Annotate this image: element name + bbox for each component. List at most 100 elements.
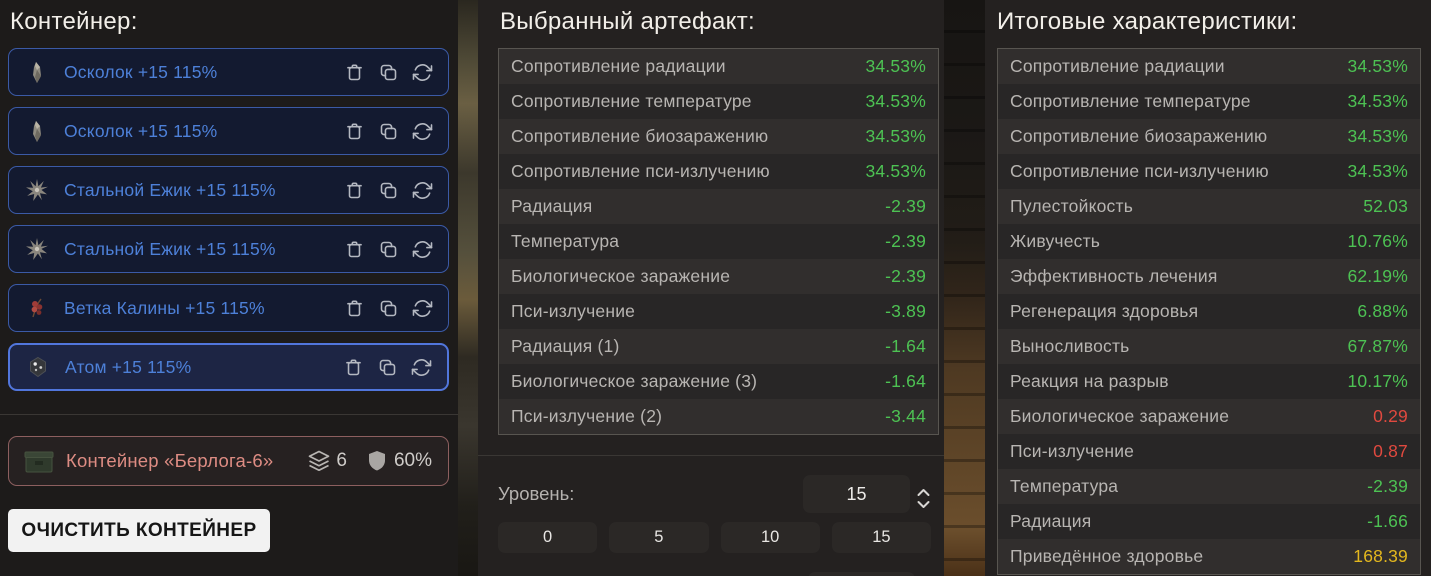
stat-value: 10.17% bbox=[1347, 371, 1408, 391]
chevron-down-icon[interactable] bbox=[917, 496, 930, 508]
copy-icon[interactable] bbox=[378, 239, 399, 260]
artifact-item-shard-1[interactable]: Осколок +15 115% bbox=[8, 48, 449, 96]
stat-row: Сопротивление радиации 34.53% bbox=[998, 49, 1420, 84]
container-title: Контейнер: bbox=[10, 8, 138, 35]
stat-label: Радиация bbox=[1010, 511, 1092, 531]
stat-row: Температура -2.39 bbox=[998, 469, 1420, 504]
trash-icon[interactable] bbox=[344, 121, 365, 142]
stat-row: Радиация -1.66 bbox=[998, 504, 1420, 539]
branch-icon bbox=[9, 296, 64, 320]
clipped-input[interactable] bbox=[808, 572, 915, 576]
stat-label: Пси-излучение (2) bbox=[511, 406, 663, 426]
item-actions bbox=[344, 180, 433, 201]
artifact-item-label: Осколок +15 115% bbox=[64, 120, 218, 141]
item-actions bbox=[344, 239, 433, 260]
trash-icon[interactable] bbox=[344, 239, 365, 260]
level-spinner bbox=[917, 484, 930, 508]
stat-label: Биологическое заражение bbox=[511, 266, 731, 286]
stat-label: Сопротивление пси-излучению bbox=[1010, 161, 1269, 181]
copy-icon[interactable] bbox=[378, 62, 399, 83]
stat-row: Радиация -2.39 bbox=[499, 189, 938, 224]
stat-value: -3.89 bbox=[885, 301, 926, 321]
stat-row: Пулестойкость 52.03 bbox=[998, 189, 1420, 224]
refresh-icon[interactable] bbox=[412, 239, 433, 260]
container-panel: Контейнер: Осколок +15 115% Осколок +15 … bbox=[0, 0, 458, 576]
copy-icon[interactable] bbox=[378, 121, 399, 142]
level-input[interactable] bbox=[803, 475, 910, 513]
stat-row: Живучесть 10.76% bbox=[998, 224, 1420, 259]
stat-value: 34.53% bbox=[1347, 126, 1408, 146]
artifact-item-label: Стальной Ежик +15 115% bbox=[64, 238, 276, 259]
stat-value: 67.87% bbox=[1347, 336, 1408, 356]
stat-label: Выносливость bbox=[1010, 336, 1130, 356]
refresh-icon[interactable] bbox=[412, 121, 433, 142]
clear-container-button[interactable]: ОЧИСТИТЬ КОНТЕЙНЕР bbox=[8, 509, 270, 552]
divider bbox=[0, 414, 458, 415]
stat-label: Реакция на разрыв bbox=[1010, 371, 1169, 391]
stat-label: Пси-излучение bbox=[1010, 441, 1135, 461]
container-name: Контейнер «Берлога-6» bbox=[66, 450, 274, 471]
stat-row: Выносливость 67.87% bbox=[998, 329, 1420, 364]
stat-row: Температура -2.39 bbox=[499, 224, 938, 259]
stat-value: 34.53% bbox=[865, 56, 926, 76]
stat-value: 62.19% bbox=[1347, 266, 1408, 286]
stat-value: 6.88% bbox=[1357, 301, 1408, 321]
trash-icon[interactable] bbox=[343, 357, 364, 378]
stat-value: 10.76% bbox=[1347, 231, 1408, 251]
chevron-up-icon[interactable] bbox=[917, 484, 930, 496]
stat-row: Сопротивление пси-излучению 34.53% bbox=[499, 154, 938, 189]
artifact-item-hedgehog-2[interactable]: Стальной Ежик +15 115% bbox=[8, 225, 449, 273]
slots-count: 6 bbox=[336, 450, 347, 471]
refresh-icon[interactable] bbox=[412, 62, 433, 83]
stat-value: -1.64 bbox=[885, 336, 926, 356]
shard-icon bbox=[9, 119, 64, 143]
artifact-list: Осколок +15 115% Осколок +15 115% Стал bbox=[8, 48, 449, 391]
stat-label: Температура bbox=[1010, 476, 1119, 496]
stat-label: Биологическое заражение bbox=[1010, 406, 1230, 426]
stat-row: Пси-излучение (2) -3.44 bbox=[499, 399, 938, 434]
refresh-icon[interactable] bbox=[411, 357, 432, 378]
stat-row: Сопротивление радиации 34.53% bbox=[499, 49, 938, 84]
trash-icon[interactable] bbox=[344, 180, 365, 201]
stat-row: Биологическое заражение (3) -1.64 bbox=[499, 364, 938, 399]
container-summary[interactable]: Контейнер «Берлога-6» 6 60% bbox=[8, 436, 449, 486]
stat-row: Сопротивление биозаражению 34.53% bbox=[998, 119, 1420, 154]
stat-value: -2.39 bbox=[885, 266, 926, 286]
stat-row: Сопротивление пси-излучению 34.53% bbox=[998, 154, 1420, 189]
copy-icon[interactable] bbox=[377, 357, 398, 378]
stat-value: -1.64 bbox=[885, 371, 926, 391]
item-actions bbox=[344, 298, 433, 319]
stat-value: 34.53% bbox=[865, 91, 926, 111]
artifact-item-atom-selected[interactable]: Атом +15 115% bbox=[8, 343, 449, 391]
stat-row: Биологическое заражение 0.29 bbox=[998, 399, 1420, 434]
refresh-icon[interactable] bbox=[412, 180, 433, 201]
copy-icon[interactable] bbox=[378, 180, 399, 201]
selected-artifact-title: Выбранный артефакт: bbox=[500, 8, 755, 35]
stat-row: Реакция на разрыв 10.17% bbox=[998, 364, 1420, 399]
level-quick-15[interactable]: 15 bbox=[831, 522, 931, 553]
level-quick-0[interactable]: 0 bbox=[498, 522, 598, 553]
stat-value: -1.66 bbox=[1367, 511, 1408, 531]
trash-icon[interactable] bbox=[344, 62, 365, 83]
stat-label: Радиация bbox=[511, 196, 593, 216]
stat-label: Биологическое заражение (3) bbox=[511, 371, 758, 391]
stat-row: Сопротивление биозаражению 34.53% bbox=[499, 119, 938, 154]
trash-icon[interactable] bbox=[344, 298, 365, 319]
stat-label: Живучесть bbox=[1010, 231, 1101, 251]
copy-icon[interactable] bbox=[378, 298, 399, 319]
selected-artifact-panel: Выбранный артефакт: Сопротивление радиац… bbox=[478, 0, 944, 576]
level-quick-10[interactable]: 10 bbox=[720, 522, 820, 553]
totals-table: Сопротивление радиации 34.53% Сопротивлен… bbox=[997, 48, 1421, 575]
stat-label: Сопротивление температуре bbox=[1010, 91, 1251, 111]
artifact-item-branch[interactable]: Ветка Калины +15 115% bbox=[8, 284, 449, 332]
stat-value: 34.53% bbox=[1347, 91, 1408, 111]
item-actions bbox=[344, 62, 433, 83]
artifact-item-shard-2[interactable]: Осколок +15 115% bbox=[8, 107, 449, 155]
crate-icon bbox=[21, 448, 57, 474]
artifact-item-hedgehog-1[interactable]: Стальной Ежик +15 115% bbox=[8, 166, 449, 214]
level-quick-5[interactable]: 5 bbox=[609, 522, 709, 553]
stat-row: Биологическое заражение -2.39 bbox=[499, 259, 938, 294]
stat-label: Сопротивление температуре bbox=[511, 91, 752, 111]
background-photo-gap bbox=[455, 0, 480, 576]
refresh-icon[interactable] bbox=[412, 298, 433, 319]
